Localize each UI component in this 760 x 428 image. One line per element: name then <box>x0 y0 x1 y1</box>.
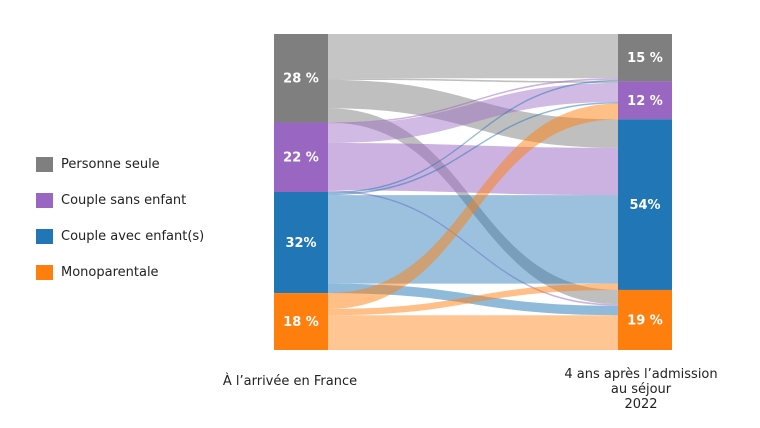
legend-label-couple-sans-enfant: Couple sans enfant <box>61 192 187 208</box>
right-node-personne-seule <box>618 34 672 82</box>
right-node-couple-sans-enfant <box>618 81 672 120</box>
right-node-label-couple-avec-enfants: 54% <box>629 198 660 213</box>
flow-couple-avec-enfants-to-couple-sans-enfant <box>328 101 618 196</box>
left-node-couple-sans-enfant <box>274 122 328 192</box>
left-axis-label: À l’arrivée en France <box>222 374 358 389</box>
right-node-label-monoparentale: 19 % <box>627 313 663 328</box>
legend-swatch-couple-avec-enfants <box>36 228 53 244</box>
right-axis-label-line-2: au séjour <box>610 382 672 397</box>
right-node-monoparentale <box>618 289 672 350</box>
left-node-label-couple-avec-enfants: 32% <box>285 236 316 251</box>
left-node-label-couple-sans-enfant: 22 % <box>283 151 319 166</box>
left-node-personne-seule <box>274 34 328 123</box>
flow-personne-seule-to-personne-seule <box>328 34 618 79</box>
flow-personne-seule-to-couple-sans-enfant <box>328 78 618 83</box>
left-node-couple-avec-enfants <box>274 192 328 294</box>
legend-label-monoparentale: Monoparentale <box>61 264 159 280</box>
flow-couple-sans-enfant-to-monoparentale <box>328 190 618 306</box>
flow-couple-sans-enfant-to-couple-sans-enfant <box>328 82 618 144</box>
legend-swatch-couple-sans-enfant <box>36 192 53 208</box>
right-node-label-personne-seule: 15 % <box>627 51 663 66</box>
legend-swatch-personne-seule <box>36 156 53 172</box>
right-node-couple-avec-enfants <box>618 119 672 290</box>
flow-monoparentale-to-couple-avec-enfants <box>328 283 618 316</box>
flow-couple-sans-enfant-to-personne-seule <box>328 78 618 125</box>
right-axis-label-line-1: 4 ans après l’admission <box>564 367 718 382</box>
legend-item-couple-sans-enfant: Couple sans enfant <box>36 191 204 209</box>
right-axis-label: 4 ans après l’admission au séjour 2022 <box>553 367 729 412</box>
legend-swatch-monoparentale <box>36 264 53 280</box>
flow-monoparentale-to-monoparentale <box>328 315 618 350</box>
legend-item-monoparentale: Monoparentale <box>36 263 204 281</box>
right-axis-label-line-3: 2022 <box>624 397 658 412</box>
right-node-label-couple-sans-enfant: 12 % <box>627 94 663 109</box>
flow-couple-avec-enfants-to-personne-seule <box>328 79 618 194</box>
flow-monoparentale-to-couple-sans-enfant <box>328 103 618 309</box>
left-node-label-personne-seule: 28 % <box>283 72 319 87</box>
legend-label-personne-seule: Personne seule <box>61 156 160 172</box>
flow-layer <box>328 34 618 350</box>
flow-couple-sans-enfant-to-couple-avec-enfants <box>328 143 618 196</box>
left-node-monoparentale <box>274 293 328 350</box>
legend-label-couple-avec-enfants: Couple avec enfant(s) <box>61 228 205 244</box>
left-node-label-monoparentale: 18 % <box>283 315 319 330</box>
legend: Personne seule Couple sans enfant Couple… <box>36 155 204 299</box>
legend-item-couple-avec-enfants: Couple avec enfant(s) <box>36 227 204 245</box>
flow-couple-avec-enfants-to-couple-avec-enfants <box>328 195 618 284</box>
legend-item-personne-seule: Personne seule <box>36 155 204 173</box>
